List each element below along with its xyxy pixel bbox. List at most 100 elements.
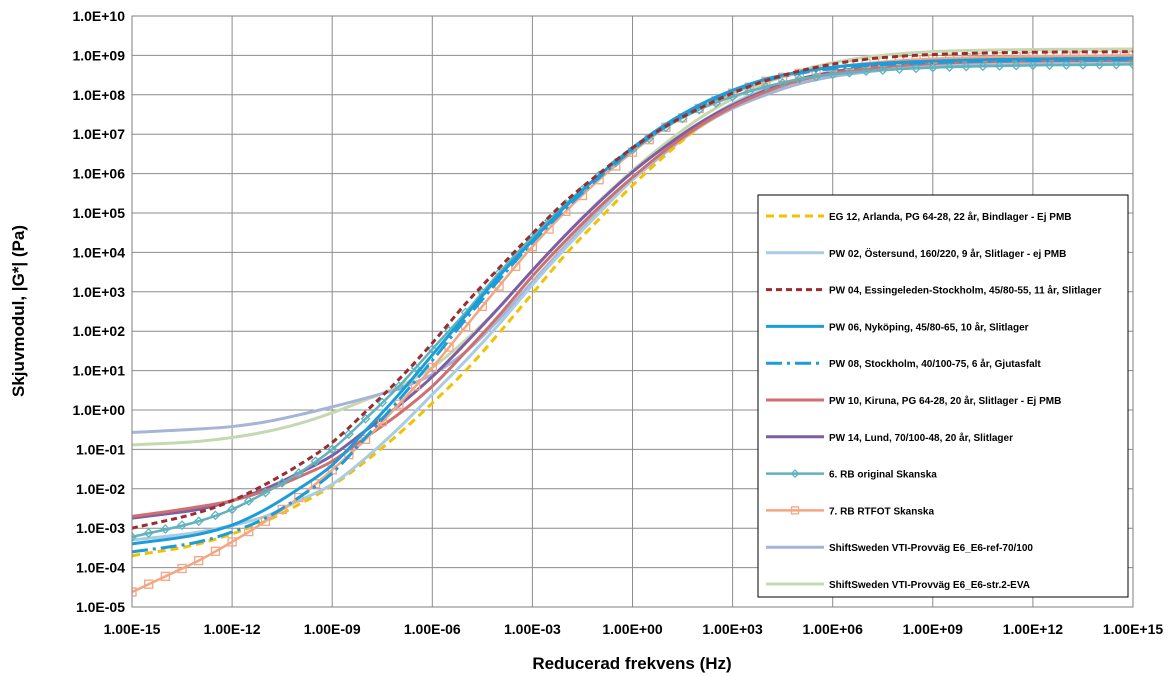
series-marker: [277, 477, 288, 488]
x-tick-label: 1.00E-12: [204, 621, 261, 637]
series-marker: [360, 413, 371, 424]
series-marker: [194, 556, 204, 566]
legend-label: PW 10, Kiruna, PG 64-28, 20 år, Slitlage…: [829, 395, 1061, 407]
series-marker: [961, 61, 972, 72]
y-tick-label: 1.0E+10: [72, 8, 125, 24]
series-marker: [1044, 60, 1055, 71]
series-marker: [994, 61, 1005, 71]
x-tick-label: 1.00E+03: [702, 621, 763, 637]
series-marker: [761, 81, 771, 92]
x-tick-label: 1.00E+06: [803, 621, 864, 637]
series-marker: [394, 381, 404, 392]
x-tick-label: 1.00E-03: [504, 621, 561, 637]
y-tick-label: 1.0E+01: [72, 363, 125, 379]
legend-label: ShiftSweden VTI-Provväg E6_E6-str.2-EVA: [829, 580, 1030, 591]
series-marker: [794, 74, 805, 85]
series-marker: [1128, 59, 1133, 70]
series-marker: [927, 62, 938, 73]
series-marker: [1027, 60, 1038, 71]
y-tick-label: 1.0E+04: [72, 244, 125, 260]
series-marker: [327, 444, 338, 455]
series-4: [132, 56, 1133, 546]
series-marker: [132, 532, 137, 542]
legend-label: PW 04, Essingeleden-Stockholm, 45/80-55,…: [829, 285, 1101, 297]
series-marker: [377, 397, 388, 408]
legend-item: PW 04, Essingeleden-Stockholm, 45/80-55,…: [766, 285, 1101, 297]
series-marker: [744, 86, 755, 97]
series-marker: [977, 61, 988, 72]
legend-label: PW 06, Nyköping, 45/80-65, 10 år, Slitla…: [829, 321, 1029, 333]
series-line: [132, 47, 1133, 447]
x-tick-label: 1.00E-15: [104, 621, 161, 637]
y-axis-title: Skjuvmodul, |G*| (Pa): [9, 225, 28, 397]
series-line: [132, 50, 1133, 530]
series-marker: [260, 487, 271, 498]
y-tick-label: 1.0E-01: [76, 441, 125, 457]
series-marker: [177, 563, 187, 574]
series-marker: [1094, 59, 1105, 70]
series-layer: [132, 47, 1133, 597]
y-tick-label: 1.0E-04: [76, 560, 125, 576]
series-marker: [861, 66, 871, 76]
legend-item: 7. RB RTFOT Skanska: [766, 506, 934, 517]
series-marker: [210, 546, 221, 556]
legend-item: PW 06, Nyköping, 45/80-65, 10 år, Slitla…: [766, 321, 1029, 333]
x-tick-label: 1.00E-06: [404, 621, 461, 637]
x-tick-label: 1.00E-09: [304, 621, 361, 637]
series-marker: [790, 506, 800, 515]
series-marker: [160, 571, 171, 581]
legend-label: EG 12, Arlanda, PG 64-28, 22 år, Bindlag…: [829, 211, 1072, 223]
legend-label: PW 14, Lund, 70/100-48, 20 år, Slitlager: [829, 432, 1013, 444]
x-tick-label: 1.00E+12: [1003, 621, 1064, 637]
y-tick-label: 1.0E+02: [72, 323, 125, 339]
series-marker: [144, 579, 154, 589]
series-marker: [343, 429, 354, 439]
y-tick-label: 1.0E+07: [72, 126, 125, 142]
series-marker: [244, 526, 254, 537]
series-marker: [160, 524, 171, 535]
legend-item: PW 08, Stockholm, 40/100-75, 6 år, Gjuta…: [766, 358, 1041, 370]
series-marker: [177, 520, 187, 531]
y-tick-label: 1.0E+08: [72, 87, 125, 103]
series-marker: [944, 62, 955, 73]
series-11: [132, 47, 1133, 447]
series-marker: [132, 587, 137, 597]
series-marker: [461, 322, 471, 332]
series-marker: [293, 468, 304, 479]
legend-label: PW 02, Östersund, 160/220, 9 år, Slitlag…: [829, 247, 1066, 260]
y-tick-label: 1.0E-02: [76, 481, 125, 497]
series-marker: [1111, 59, 1122, 70]
legend-item: ShiftSweden VTI-Provväg E6_E6-ref-70/100: [766, 543, 1033, 554]
series-marker: [811, 71, 821, 82]
x-tick-label: 1.00E+15: [1103, 621, 1164, 637]
y-tick-label: 1.0E-03: [76, 520, 125, 536]
series-marker: [310, 456, 321, 467]
series-marker: [911, 63, 922, 74]
y-tick-label: 1.0E+09: [72, 47, 125, 63]
series-marker: [827, 69, 838, 80]
series-marker: [243, 496, 254, 506]
x-tick-label: 1.00E+09: [903, 621, 964, 637]
legend-label: PW 08, Stockholm, 40/100-75, 6 år, Gjuta…: [829, 358, 1041, 370]
y-tick-label: 1.0E+05: [72, 205, 125, 221]
series-marker: [894, 64, 905, 74]
series-marker: [790, 469, 800, 479]
y-tick-label: 1.0E+06: [72, 166, 125, 182]
series-line: [132, 56, 1133, 546]
series-marker: [227, 504, 238, 515]
series-marker: [1128, 50, 1133, 61]
series-marker: [844, 67, 855, 78]
y-tick-labels: 1.0E+10 1.0E+09 1.0E+08 1.0E+07 1.0E+06 1.0E+…: [72, 8, 125, 615]
legend-label: 7. RB RTFOT Skanska: [829, 506, 934, 517]
series-marker: [227, 537, 237, 547]
series-marker: [1061, 60, 1072, 70]
legend-box: [757, 194, 1129, 598]
series-marker: [877, 65, 888, 75]
series-marker: [210, 510, 221, 521]
y-tick-label: 1.0E+03: [72, 284, 125, 300]
x-axis-title: Reducerad frekvens (Hz): [532, 654, 731, 673]
legend: EG 12, Arlanda, PG 64-28, 22 år, Bindlag…: [766, 211, 1101, 591]
legend-item: EG 12, Arlanda, PG 64-28, 22 år, Bindlag…: [766, 211, 1072, 223]
legend-label: 6. RB original Skanska: [829, 470, 937, 481]
